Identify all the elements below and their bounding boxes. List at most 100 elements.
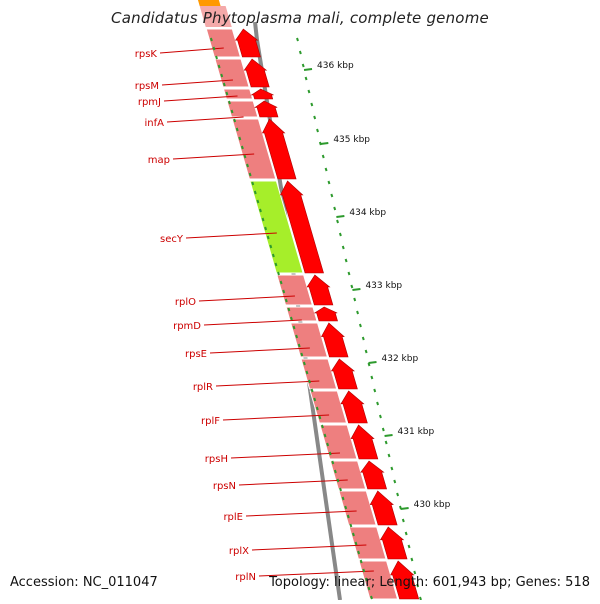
ruler-dot [310, 102, 314, 107]
ruler-dot [370, 375, 374, 380]
cds-arrow-rplN [390, 560, 420, 600]
gene-block-rpsE [290, 322, 329, 358]
cds-arrow-rpmJ [250, 88, 274, 100]
track-dot-left [320, 424, 324, 429]
cds-arrow-rpsM [243, 58, 270, 88]
track-dot-left [364, 577, 368, 582]
track-dot-left [300, 352, 304, 357]
track-dot-left [344, 505, 348, 510]
gene-label-infA: infA [145, 118, 165, 129]
track-dot-left [305, 370, 309, 375]
ruler-dot [304, 76, 308, 81]
track-dot-left [339, 487, 342, 492]
cds-arrow-rpmD [313, 306, 338, 322]
map-title: Candidatus Phytoplasma mali, complete ge… [111, 9, 489, 27]
leader-line-rpsN [238, 479, 348, 486]
track-dot-left [209, 37, 213, 42]
ruler-dot [301, 63, 305, 68]
ruler-dot [307, 89, 311, 94]
track-dot-left [279, 280, 283, 285]
ruler-dot [381, 427, 385, 432]
track-dot-left [215, 55, 218, 60]
kbp-label: 430 kbp [414, 500, 451, 510]
track-dot-left [269, 244, 273, 249]
gene-block-rplO [276, 274, 313, 306]
gene-block-rplE [338, 490, 377, 526]
track-dot-left [359, 559, 363, 564]
track-dot-left [256, 199, 260, 204]
ruler-dot [336, 219, 339, 224]
track-dot-left [318, 415, 322, 420]
track-dot-left [248, 172, 252, 177]
gene-fragment-top [197, 0, 221, 6]
track-dot-left [297, 343, 301, 348]
track-dot-left [225, 91, 229, 96]
leader-line-rplE [245, 510, 357, 517]
track-dot-left [277, 271, 280, 276]
ruler-dot [347, 271, 351, 276]
kbp-label: 431 kbp [398, 427, 435, 437]
kbp-label: 433 kbp [365, 281, 402, 291]
track-dot-left [282, 289, 286, 294]
track-dot-left [238, 136, 242, 141]
cds-arrow-map [261, 118, 297, 180]
ruler-dot [404, 531, 408, 536]
gene-label-rplE: rplE [223, 512, 243, 523]
gene-block-infA [226, 100, 259, 118]
track-dot-left [243, 154, 247, 159]
ruler-dot [338, 232, 342, 237]
cds-arrow-rplF [340, 390, 368, 424]
track-dot-left [357, 550, 361, 555]
ruler-dot [344, 258, 348, 263]
track-dot-left [217, 64, 221, 69]
ruler-dot [390, 466, 394, 471]
ruler-dot [373, 388, 377, 393]
track-dot-left [333, 469, 337, 474]
track-dot-left [271, 253, 275, 258]
kbp-major-tick [352, 288, 361, 291]
track-dot-left [313, 397, 317, 402]
cds-arrow-rplR [330, 358, 358, 390]
leader-line-rplF [222, 414, 330, 421]
track-dot-left [346, 514, 350, 519]
ruler-dot [321, 154, 325, 159]
track-dot-left [295, 334, 299, 339]
ruler-dot [393, 479, 397, 484]
leader-line-rplN [258, 570, 374, 577]
track-dot-left [233, 118, 237, 123]
ruler-dot [378, 414, 382, 419]
leader-line-rplR [215, 380, 320, 387]
track-dot-left [258, 208, 262, 213]
cds-arrow-rplO [306, 274, 334, 306]
track-dot-left [315, 406, 319, 411]
ruler-dot [316, 128, 319, 133]
track-dot-left [228, 100, 231, 105]
track-dot-left [328, 451, 332, 456]
track-dot-left [230, 109, 234, 114]
track-dot-left [235, 127, 239, 132]
cds-arrow-rpsH [350, 424, 379, 460]
track-dot-left [251, 181, 255, 186]
track-dot-left [326, 442, 330, 447]
kbp-label: 432 kbp [382, 354, 419, 364]
track-dot-left [287, 307, 291, 312]
gene-label-rpsE: rpsE [185, 349, 207, 360]
kbp-major-tick [384, 434, 393, 437]
ruler-dot [358, 323, 362, 328]
kbp-major-tick [400, 507, 409, 510]
ruler-dot [296, 37, 299, 42]
track-dot-left [331, 460, 335, 465]
leader-line-rpsE [209, 347, 310, 354]
gene-label-map: map [148, 155, 170, 166]
gene-block-rplX [348, 526, 387, 560]
ruler-dot [401, 518, 405, 523]
gene-label-rpsN: rpsN [213, 481, 236, 492]
track-dot-left [289, 316, 293, 321]
ruler-dot [407, 544, 411, 549]
gene-label-rpsK: rpsK [135, 49, 158, 60]
ruler-dot [356, 310, 360, 315]
track-dot-left [308, 379, 311, 384]
leader-line-rpmJ [163, 95, 238, 102]
track-dot-left [362, 568, 366, 573]
